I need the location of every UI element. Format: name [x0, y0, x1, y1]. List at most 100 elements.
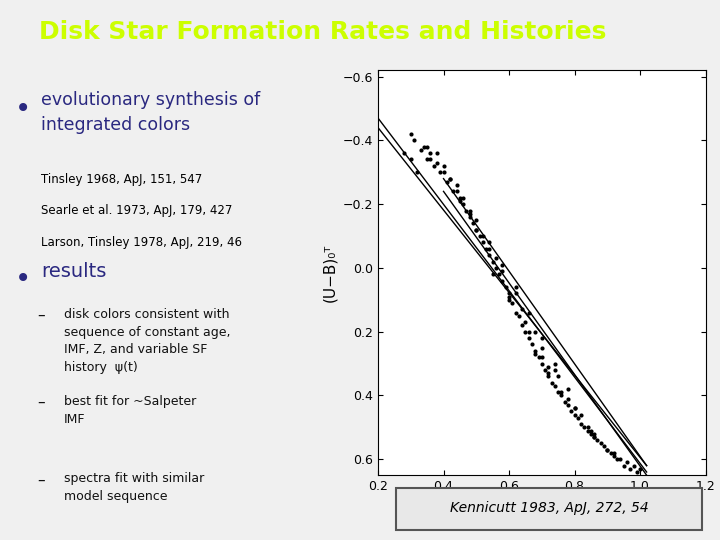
Point [618, 461, 629, 470]
Point [520, 327, 531, 336]
Point [529, 347, 541, 355]
Text: spectra fit with similar
model sequence: spectra fit with similar model sequence [63, 472, 204, 503]
Point [572, 414, 584, 422]
Point [428, 161, 439, 170]
Point [523, 334, 534, 342]
Point [448, 187, 459, 195]
Point [529, 350, 541, 359]
Point [444, 174, 456, 183]
Point [490, 254, 502, 262]
Point [585, 426, 597, 435]
Point [585, 429, 597, 438]
Point [602, 446, 613, 454]
Point [497, 267, 508, 275]
Point [487, 270, 498, 279]
Point [398, 149, 410, 158]
Point [510, 283, 521, 292]
Point [543, 369, 554, 377]
Point [507, 299, 518, 307]
Point [503, 295, 515, 304]
Point [503, 289, 515, 298]
Point [536, 353, 547, 361]
Point [438, 168, 449, 177]
Point [582, 426, 593, 435]
Point [602, 446, 613, 454]
Point [624, 464, 636, 473]
Point [549, 382, 561, 390]
Point [484, 251, 495, 260]
Point [520, 318, 531, 327]
Point [562, 385, 574, 394]
Point [484, 245, 495, 253]
Text: –: – [37, 395, 45, 410]
Point [405, 130, 416, 138]
Point [474, 232, 485, 240]
Point [471, 225, 482, 234]
Point [490, 264, 502, 272]
Text: evolutionary synthesis of
integrated colors: evolutionary synthesis of integrated col… [41, 91, 261, 133]
Text: Searle et al. 1973, ApJ, 179, 427: Searle et al. 1973, ApJ, 179, 427 [41, 204, 233, 217]
Text: •: • [15, 265, 31, 293]
Point [464, 206, 475, 215]
Point [500, 283, 511, 292]
Point [503, 292, 515, 301]
Point [588, 429, 600, 438]
Point [516, 321, 528, 329]
Text: best fit for ~Salpeter
IMF: best fit for ~Salpeter IMF [63, 395, 196, 426]
Point [510, 308, 521, 317]
Point [408, 136, 420, 145]
Text: •: • [15, 96, 31, 123]
Point [431, 149, 443, 158]
Point [588, 433, 600, 441]
Y-axis label: (U−B)₀ᵀ: (U−B)₀ᵀ [323, 244, 337, 302]
Point [421, 143, 433, 151]
Point [529, 327, 541, 336]
Point [421, 155, 433, 164]
Point [526, 340, 538, 349]
Point [444, 174, 456, 183]
Text: Larson, Tinsley 1978, ApJ, 219, 46: Larson, Tinsley 1978, ApJ, 219, 46 [41, 235, 242, 248]
Text: results: results [41, 262, 107, 281]
Point [579, 423, 590, 431]
Point [562, 394, 574, 403]
Point [569, 410, 580, 419]
Point [457, 193, 469, 202]
Point [412, 168, 423, 177]
Point [556, 391, 567, 400]
Point [608, 449, 620, 457]
Point [477, 232, 489, 240]
Point [425, 155, 436, 164]
Point [536, 343, 547, 352]
Point [608, 452, 620, 461]
Point [461, 206, 472, 215]
Point [552, 372, 564, 381]
Point [536, 334, 547, 342]
Point [454, 197, 466, 205]
Point [552, 388, 564, 396]
Point [575, 410, 587, 419]
Point [480, 245, 492, 253]
Point [434, 168, 446, 177]
Point [464, 210, 475, 218]
Point [431, 158, 443, 167]
Point [595, 439, 606, 448]
Point [549, 359, 561, 368]
Point [497, 260, 508, 269]
Point [438, 161, 449, 170]
Point [611, 455, 623, 463]
Point [484, 238, 495, 247]
Point [451, 181, 462, 190]
Point [549, 366, 561, 374]
Point [536, 359, 547, 368]
Point [510, 289, 521, 298]
Point [569, 404, 580, 413]
Point [467, 219, 479, 227]
Point [497, 276, 508, 285]
Point [546, 379, 557, 387]
Text: Tinsley 1968, ApJ, 151, 547: Tinsley 1968, ApJ, 151, 547 [41, 173, 202, 186]
Point [556, 388, 567, 396]
Point [588, 433, 600, 441]
Point [441, 178, 453, 186]
Text: –: – [37, 308, 45, 323]
Point [628, 461, 639, 470]
